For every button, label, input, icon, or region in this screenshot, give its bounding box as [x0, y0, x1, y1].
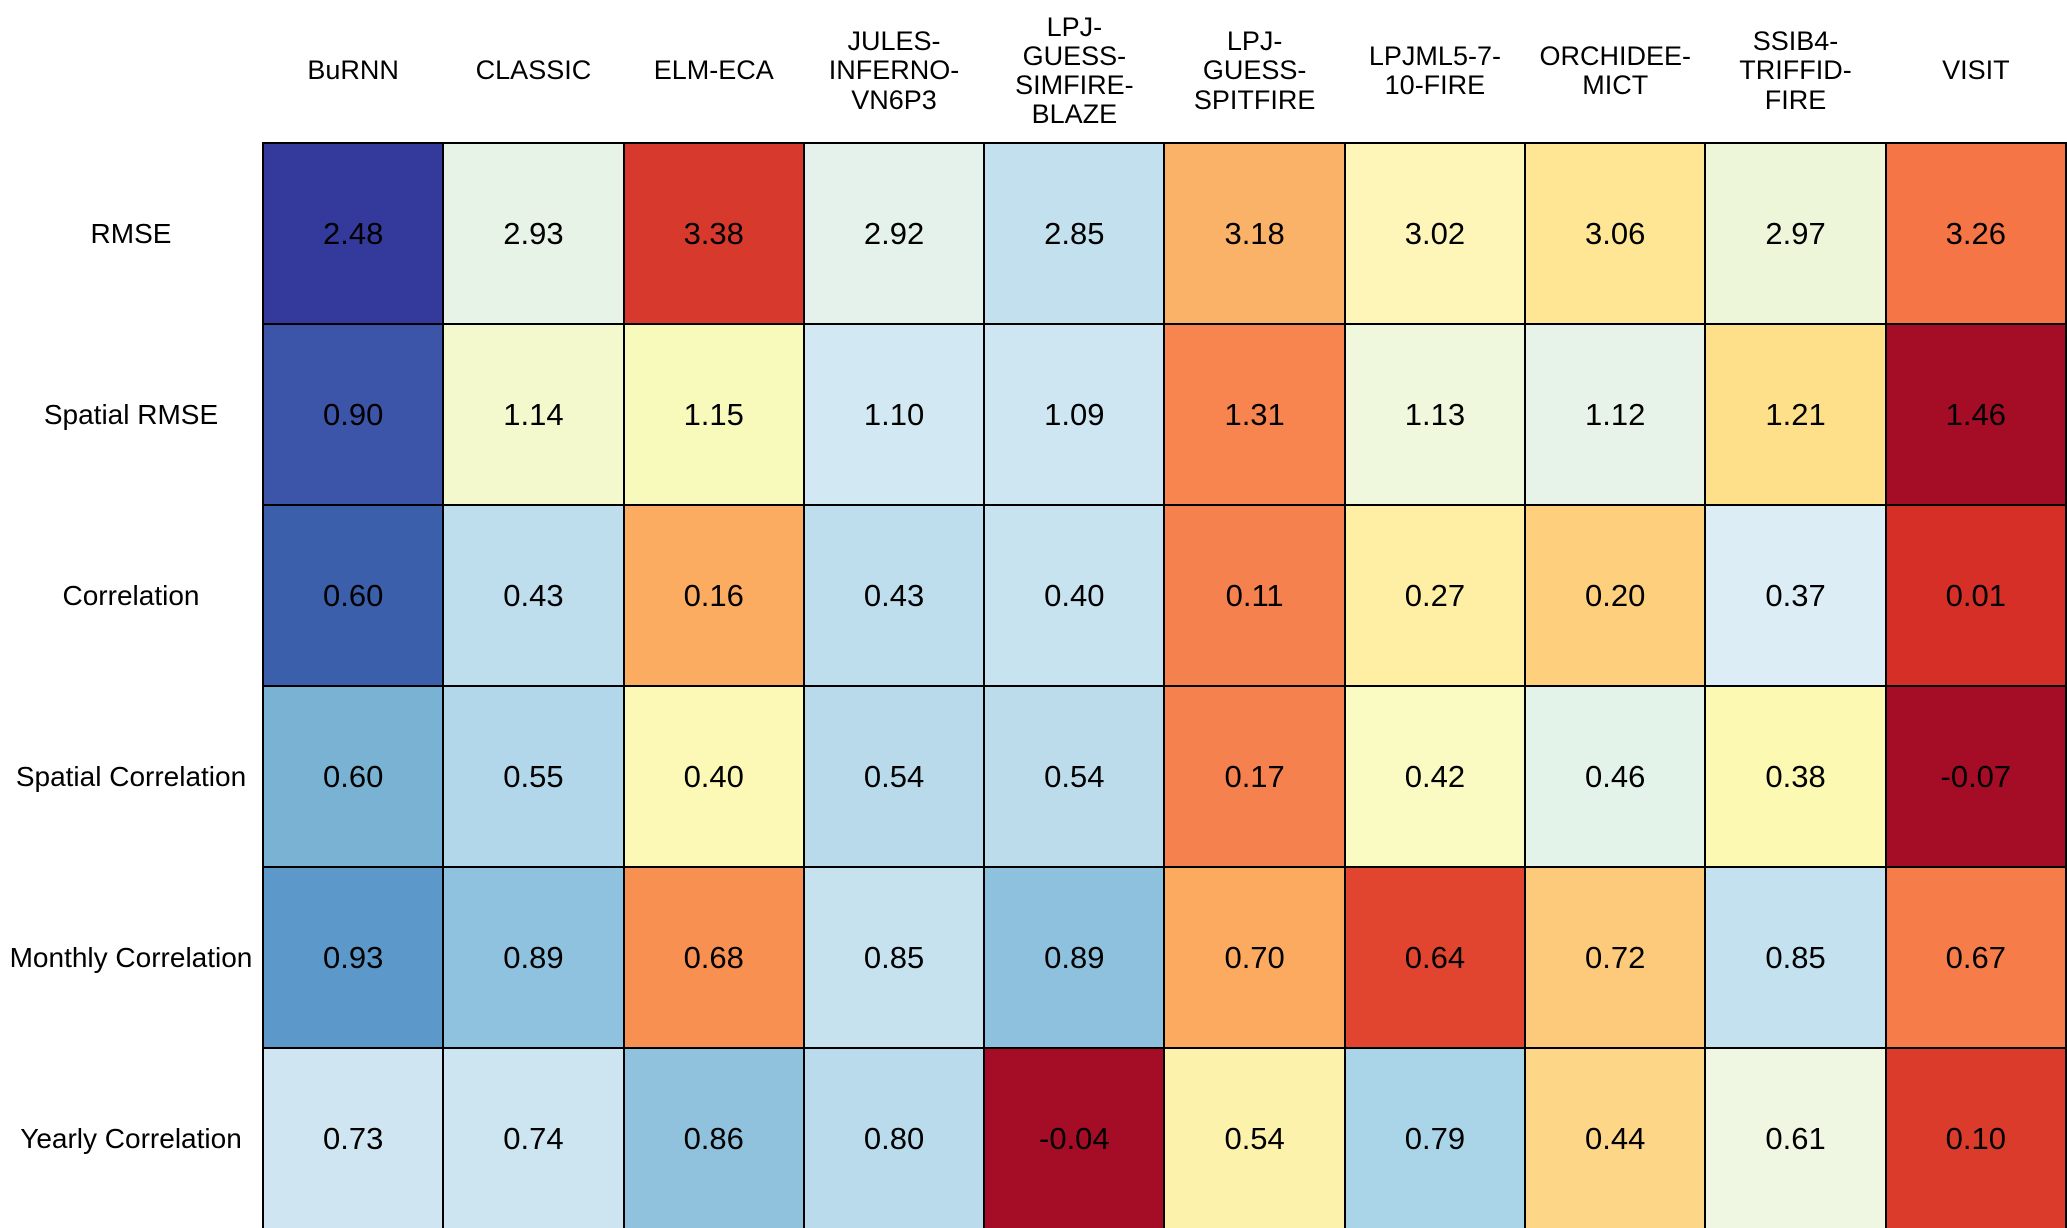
heatmap-cell: 0.90 [261, 323, 445, 506]
column-header: BuRNN [263, 0, 444, 143]
heatmap-cell: 0.10 [1884, 1047, 2067, 1228]
heatmap-cell: 0.54 [983, 685, 1166, 868]
heatmap-cell: 0.37 [1704, 504, 1887, 687]
heatmap-cell: 1.15 [622, 323, 805, 506]
heatmap-cell: 0.64 [1343, 866, 1527, 1049]
heatmap-row: Yearly Correlation 0.73 0.74 0.86 0.80 -0.04 0… [0, 1047, 2067, 1228]
heatmap-cell: 0.68 [622, 866, 805, 1049]
heatmap-cell: 2.97 [1704, 142, 1887, 325]
heatmap-cell: 1.12 [1524, 323, 1707, 506]
heatmap-cell: 2.85 [983, 142, 1166, 325]
heatmap-cell: 0.60 [261, 685, 445, 868]
heatmap-cell: 1.09 [983, 323, 1166, 506]
heatmap-cell: 0.80 [802, 1047, 986, 1228]
heatmap-cell: 2.93 [442, 142, 625, 325]
row-label: Correlation [0, 505, 263, 686]
heatmap-cell: 0.20 [1524, 504, 1707, 687]
heatmap-cell: 1.21 [1704, 323, 1887, 506]
heatmap-row: Spatial RMSE 0.90 1.14 1.15 1.10 1.09 1.31 1.13… [0, 323, 2067, 506]
heatmap-cell: 0.16 [622, 504, 805, 687]
heatmap-cell: 1.14 [442, 323, 625, 506]
heatmap-cell: 0.74 [442, 1047, 625, 1228]
heatmap-cell: 0.40 [622, 685, 805, 868]
column-header: SSIB4- TRIFFID- FIRE [1705, 0, 1886, 143]
row-label: RMSE [0, 143, 263, 324]
heatmap-row: RMSE 2.48 2.93 3.38 2.92 2.85 3.18 3.02 3.06 2.97… [0, 142, 2067, 325]
column-header: VISIT [1885, 0, 2066, 143]
heatmap-cell: 0.73 [261, 1047, 445, 1228]
heatmap-cell: 0.43 [442, 504, 625, 687]
heatmap-cell: 0.55 [442, 685, 625, 868]
heatmap-cell: 0.54 [802, 685, 986, 868]
heatmap-cell: 0.85 [1704, 866, 1887, 1049]
heatmap-cell: 2.92 [802, 142, 986, 325]
row-label: Yearly Correlation [0, 1048, 263, 1228]
heatmap-cell: 1.46 [1884, 323, 2067, 506]
heatmap-cell: 0.46 [1524, 685, 1707, 868]
heatmap-body: RMSE 2.48 2.93 3.38 2.92 2.85 3.18 3.02 3.06 2.97… [0, 142, 2067, 1228]
column-header: JULES- INFERNO- VN6P3 [803, 0, 985, 143]
column-header: ELM-ECA [623, 0, 804, 143]
heatmap-cell: 0.67 [1884, 866, 2067, 1049]
heatmap-cell: 1.31 [1163, 323, 1346, 506]
heatmap-cell: 0.70 [1163, 866, 1346, 1049]
column-header: CLASSIC [443, 0, 624, 143]
row-label: Monthly Correlation [0, 867, 263, 1048]
heatmap-header: BuRNN CLASSIC ELM-ECA JULES- INFERNO- VN6P3… [0, 0, 2066, 143]
heatmap-cell: 0.38 [1704, 685, 1887, 868]
heatmap-row: Correlation 0.60 0.43 0.16 0.43 0.40 0.11 0.27 0… [0, 504, 2067, 687]
column-header: LPJML5-7- 10-FIRE [1344, 0, 1526, 143]
heatmap-cell: 0.61 [1704, 1047, 1887, 1228]
heatmap-row: Spatial Correlation 0.60 0.55 0.40 0.54 0.54 0… [0, 685, 2067, 868]
heatmap-cell: 0.11 [1163, 504, 1346, 687]
heatmap-cell: 0.43 [802, 504, 986, 687]
heatmap-cell: 3.06 [1524, 142, 1707, 325]
heatmap-cell: 0.72 [1524, 866, 1707, 1049]
heatmap-cell: 3.02 [1343, 142, 1527, 325]
heatmap-cell: -0.04 [983, 1047, 1166, 1228]
heatmap-cell: -0.07 [1884, 685, 2067, 868]
heatmap-cell: 2.48 [261, 142, 445, 325]
heatmap-cell: 0.85 [802, 866, 986, 1049]
heatmap-cell: 3.26 [1884, 142, 2067, 325]
header-row: BuRNN CLASSIC ELM-ECA JULES- INFERNO- VN6P3… [0, 0, 2066, 143]
row-label: Spatial Correlation [0, 686, 263, 867]
heatmap-cell: 0.60 [261, 504, 445, 687]
heatmap-cell: 1.10 [802, 323, 986, 506]
heatmap-cell: 3.38 [622, 142, 805, 325]
heatmap-cell: 0.27 [1343, 504, 1527, 687]
heatmap-cell: 0.86 [622, 1047, 805, 1228]
heatmap-cell: 0.79 [1343, 1047, 1527, 1228]
heatmap-row: Monthly Correlation 0.93 0.89 0.68 0.85 0.89 0… [0, 866, 2067, 1049]
heatmap-cell: 0.93 [261, 866, 445, 1049]
heatmap-cell: 0.17 [1163, 685, 1346, 868]
heatmap-cell: 0.42 [1343, 685, 1527, 868]
column-header: LPJ- GUESS- SPITFIRE [1164, 0, 1345, 143]
heatmap-cell: 0.89 [983, 866, 1166, 1049]
heatmap-cell: 0.89 [442, 866, 625, 1049]
heatmap-cell: 0.54 [1163, 1047, 1346, 1228]
heatmap-cell: 1.13 [1343, 323, 1527, 506]
heatmap-cell: 3.18 [1163, 142, 1346, 325]
heatmap-cell: 0.40 [983, 504, 1166, 687]
heatmap-cell: 0.01 [1884, 504, 2067, 687]
column-header: ORCHIDEE- MICT [1525, 0, 1706, 143]
heatmap-cell: 0.44 [1524, 1047, 1707, 1228]
corner-spacer [0, 0, 263, 143]
column-header: LPJ- GUESS- SIMFIRE- BLAZE [984, 0, 1165, 143]
row-label: Spatial RMSE [0, 324, 263, 505]
